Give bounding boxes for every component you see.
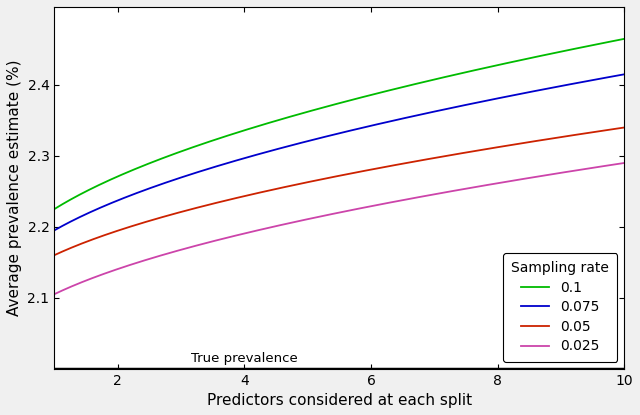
Line: 0.025: 0.025 — [54, 163, 624, 294]
0.05 — [620, 125, 628, 130]
0.1 — [620, 37, 628, 42]
0.1 — [324, 104, 332, 109]
Line: 0.1: 0.1 — [54, 39, 624, 209]
0.05 — [607, 127, 614, 132]
0.05 — [321, 176, 329, 181]
0.025 — [620, 161, 628, 166]
0.075 — [390, 118, 397, 123]
0.075 — [607, 74, 614, 79]
0.05 — [51, 253, 58, 258]
0.05 — [390, 163, 397, 168]
Y-axis label: Average prevalence estimate (%): Average prevalence estimate (%) — [7, 59, 22, 316]
0.1 — [51, 207, 58, 212]
0.025 — [359, 205, 367, 210]
0.025 — [324, 212, 332, 217]
0.025 — [51, 292, 58, 297]
0.075 — [620, 72, 628, 77]
Line: 0.05: 0.05 — [54, 127, 624, 255]
0.1 — [518, 57, 525, 62]
0.075 — [518, 91, 525, 96]
Line: 0.075: 0.075 — [54, 74, 624, 230]
0.075 — [359, 125, 367, 130]
Text: True prevalence: True prevalence — [191, 352, 298, 365]
0.025 — [390, 199, 397, 204]
0.1 — [607, 39, 614, 44]
0.075 — [51, 228, 58, 233]
0.1 — [390, 87, 397, 92]
X-axis label: Predictors considered at each split: Predictors considered at each split — [207, 393, 472, 408]
0.1 — [359, 95, 367, 100]
Legend: 0.1, 0.075, 0.05, 0.025: 0.1, 0.075, 0.05, 0.025 — [503, 253, 618, 362]
0.025 — [518, 177, 525, 182]
0.075 — [321, 134, 329, 139]
0.025 — [607, 163, 614, 168]
0.025 — [321, 213, 329, 218]
0.075 — [324, 134, 332, 139]
0.05 — [518, 141, 525, 146]
0.05 — [359, 168, 367, 173]
0.05 — [324, 176, 332, 181]
0.1 — [321, 105, 329, 110]
